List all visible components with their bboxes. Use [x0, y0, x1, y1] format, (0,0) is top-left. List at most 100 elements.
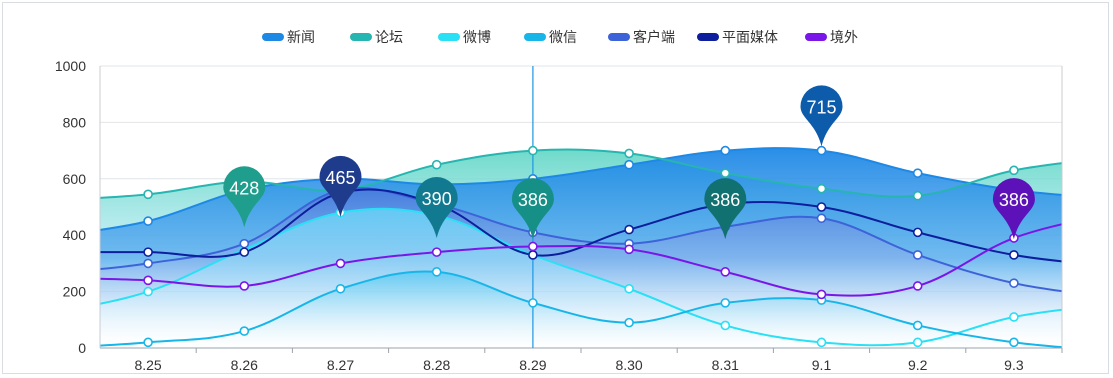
x-tick-label: 8.26 — [231, 357, 258, 373]
point-客户端[interactable] — [143, 258, 153, 269]
point-论坛[interactable] — [528, 145, 538, 156]
y-tick-label: 400 — [63, 227, 87, 243]
point-境外[interactable] — [816, 289, 827, 300]
point-微信[interactable] — [335, 283, 346, 294]
legend-item[interactable]: 新闻 — [262, 29, 315, 45]
marker-pin-shape — [992, 178, 1035, 240]
y-tick-label: 200 — [63, 284, 87, 300]
legend[interactable]: 新闻 论坛 微博 微信 客户端 平面媒体 境外 — [262, 29, 858, 45]
point-新闻[interactable] — [816, 145, 827, 156]
point-平面媒体[interactable] — [912, 227, 923, 238]
point-平面媒体[interactable] — [624, 224, 634, 235]
marker-pin[interactable]: 386 — [992, 178, 1035, 240]
point-论坛[interactable] — [431, 159, 442, 170]
marker-pin-shape — [223, 166, 266, 228]
legend-label: 境外 — [830, 29, 858, 45]
marker-pins[interactable]: 428 465 390 386 386 715 386 — [223, 85, 1035, 240]
legend-item[interactable]: 境外 — [805, 29, 858, 45]
point-微信[interactable] — [1009, 337, 1019, 348]
marker-pin[interactable]: 465 — [319, 155, 362, 217]
point-论坛[interactable] — [624, 148, 634, 159]
marker-pin-shape — [511, 178, 554, 240]
marker-pin-label: 386 — [999, 190, 1029, 210]
point-境外[interactable] — [720, 267, 731, 277]
point-平面媒体[interactable] — [816, 202, 827, 212]
point-微信[interactable] — [912, 320, 923, 331]
marker-pin-shape — [704, 178, 747, 240]
point-微博[interactable] — [816, 337, 827, 348]
point-平面媒体[interactable] — [239, 247, 250, 257]
point-境外[interactable] — [624, 244, 634, 255]
point-境外[interactable] — [528, 241, 538, 252]
legend-swatch — [262, 33, 284, 41]
point-微博[interactable] — [720, 320, 731, 331]
x-tick-label: 9.2 — [908, 357, 928, 373]
legend-swatch — [697, 33, 719, 41]
point-论坛[interactable] — [912, 190, 923, 201]
marker-pin-label: 386 — [710, 190, 740, 210]
point-客户端[interactable] — [816, 213, 827, 224]
point-新闻[interactable] — [912, 168, 923, 178]
point-境外[interactable] — [335, 258, 346, 269]
point-客户端[interactable] — [1009, 278, 1019, 288]
x-tick-label: 8.29 — [519, 357, 546, 373]
point-平面媒体[interactable] — [528, 250, 538, 260]
legend-swatch — [805, 33, 827, 41]
point-新闻[interactable] — [624, 159, 634, 170]
marker-pin[interactable]: 386 — [704, 178, 747, 240]
legend-item[interactable]: 平面媒体 — [697, 29, 778, 45]
point-境外[interactable] — [912, 281, 923, 291]
point-论坛[interactable] — [1009, 165, 1019, 176]
point-境外[interactable] — [143, 275, 153, 286]
point-论坛[interactable] — [143, 189, 153, 200]
legend-item[interactable]: 客户端 — [608, 29, 675, 45]
y-tick-label: 1000 — [55, 58, 86, 74]
marker-pin[interactable]: 715 — [800, 85, 843, 147]
x-tick-label: 9.1 — [812, 357, 832, 373]
legend-swatch — [608, 33, 630, 41]
y-tick-label: 800 — [63, 114, 87, 130]
point-论坛[interactable] — [720, 168, 731, 178]
legend-label: 新闻 — [287, 29, 315, 45]
line-微博 — [100, 207, 1062, 347]
marker-pin[interactable]: 386 — [511, 178, 554, 240]
point-平面媒体[interactable] — [143, 247, 153, 257]
point-新闻[interactable] — [143, 216, 153, 226]
point-微信[interactable] — [528, 298, 538, 308]
point-微信[interactable] — [624, 317, 634, 328]
marker-pin[interactable]: 428 — [223, 166, 266, 228]
y-tick-label: 0 — [78, 340, 86, 356]
marker-pin-label: 386 — [518, 190, 548, 210]
x-tick-label: 8.25 — [134, 357, 161, 373]
x-tick-label: 8.27 — [327, 357, 354, 373]
x-tick-label: 9.3 — [1004, 357, 1024, 373]
point-微博[interactable] — [1009, 312, 1019, 322]
point-微信[interactable] — [431, 267, 442, 277]
point-微博[interactable] — [912, 337, 923, 348]
legend-label: 客户端 — [633, 29, 675, 45]
point-微信[interactable] — [143, 337, 153, 348]
marker-pin[interactable]: 390 — [415, 177, 458, 239]
point-论坛[interactable] — [816, 183, 827, 194]
legend-label: 微信 — [549, 29, 577, 45]
point-客户端[interactable] — [912, 250, 923, 260]
point-微博[interactable] — [143, 286, 153, 297]
legend-label: 论坛 — [375, 29, 403, 45]
legend-item[interactable]: 微博 — [438, 29, 491, 45]
line-境外 — [100, 223, 1062, 297]
marker-pin-shape — [415, 177, 458, 239]
point-微博[interactable] — [624, 283, 634, 294]
legend-item[interactable]: 论坛 — [350, 29, 403, 45]
legend-item[interactable]: 微信 — [524, 29, 577, 45]
y-tick-label: 600 — [63, 171, 87, 187]
point-微信[interactable] — [239, 326, 250, 336]
point-客户端[interactable] — [239, 238, 250, 249]
point-境外[interactable] — [431, 247, 442, 257]
point-微信[interactable] — [720, 298, 731, 308]
legend-swatch — [350, 33, 372, 41]
x-tick-label: 8.28 — [423, 357, 450, 373]
point-境外[interactable] — [239, 281, 250, 291]
point-新闻[interactable] — [720, 145, 731, 156]
legend-swatch — [438, 33, 460, 41]
point-平面媒体[interactable] — [1009, 250, 1019, 260]
